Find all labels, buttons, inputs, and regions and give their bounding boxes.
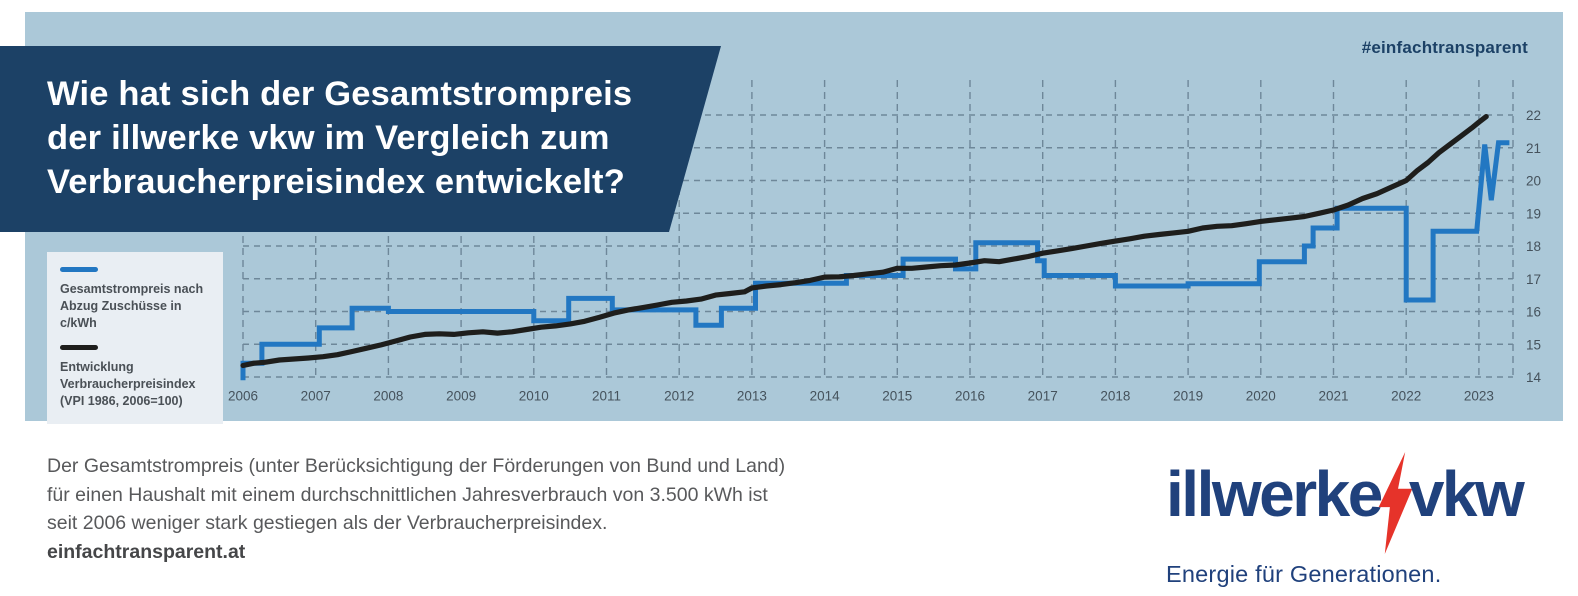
series-line-vpi <box>240 113 1489 369</box>
legend-label-strompreis: Gesamtstrompreis nach Abzug Zuschüsse in… <box>60 282 204 330</box>
x-axis-tick-label: 2011 <box>592 389 621 404</box>
y-axis-tick-label: 14 <box>1526 370 1542 385</box>
legend-swatch-vpi <box>60 345 98 350</box>
x-axis-tick-label: 2013 <box>737 389 767 404</box>
x-axis-tick-label: 2018 <box>1100 389 1130 404</box>
y-axis-tick-label: 21 <box>1526 141 1541 156</box>
title-line-2: der illwerke vkw im Vergleich zum <box>47 119 610 157</box>
logo-word-vkw: vkw <box>1408 458 1525 530</box>
x-axis-tick-label: 2020 <box>1246 389 1276 404</box>
x-axis-tick-label: 2021 <box>1318 389 1348 404</box>
x-axis-tick-label: 2015 <box>882 389 912 404</box>
logo-word-illwerke: illwerke <box>1166 458 1383 530</box>
y-axis-tick-label: 16 <box>1526 305 1541 320</box>
y-axis-tick-label: 17 <box>1526 272 1541 287</box>
title-line-3: Verbraucherpreisindex entwickelt? <box>47 163 625 201</box>
footer-line-2: für einen Haushalt mit einem durchschnit… <box>47 483 768 506</box>
x-axis-tick-label: 2014 <box>810 389 841 404</box>
y-axis-tick-label: 18 <box>1526 239 1541 254</box>
x-axis-tick-label: 2016 <box>955 389 985 404</box>
y-axis-tick-label: 20 <box>1526 174 1541 189</box>
y-axis-tick-label: 15 <box>1526 337 1541 352</box>
hashtag-einfachtransparent: #einfachtransparent <box>1361 38 1528 57</box>
footer-description: Der Gesamtstrompreis (unter Berücksichti… <box>47 452 785 566</box>
x-axis-tick-label: 2007 <box>301 389 331 404</box>
y-axis-tick-label: 22 <box>1526 108 1541 123</box>
footer-website: einfachtransparent.at <box>47 540 246 563</box>
illwerke-vkw-logo: illwerke vkw Energie für Generationen. <box>1166 452 1525 588</box>
x-axis-tick-label: 2009 <box>446 389 476 404</box>
title-box: Wie hat sich der Gesamtstrompreis der il… <box>0 46 721 232</box>
x-axis-tick-label: 2017 <box>1028 389 1058 404</box>
title-line-1: Wie hat sich der Gesamtstrompreis <box>47 75 633 113</box>
x-axis-tick-label: 2023 <box>1464 389 1494 404</box>
logo-wordmark: illwerke vkw <box>1166 452 1525 559</box>
page-title: Wie hat sich der Gesamtstrompreis der il… <box>0 46 721 204</box>
x-axis-tick-label: 2022 <box>1391 389 1421 404</box>
legend-swatch-strompreis <box>60 267 98 272</box>
x-axis-tick-label: 2012 <box>664 389 694 404</box>
x-axis-tick-label: 2008 <box>373 389 403 404</box>
x-axis-tick-label: 2010 <box>519 389 549 404</box>
legend-spacer <box>60 332 211 345</box>
footer-line-1: Der Gesamtstrompreis (unter Berücksichti… <box>47 455 786 477</box>
footer-line-3: seit 2006 weniger stark gestiegen als de… <box>47 512 608 534</box>
chart-legend: Gesamtstrompreis nach Abzug Zuschüsse in… <box>47 252 223 424</box>
x-axis-tick-label: 2006 <box>228 389 258 404</box>
x-axis-tick-label: 2019 <box>1173 389 1203 404</box>
y-axis-tick-label: 19 <box>1526 206 1541 221</box>
legend-label-vpi: Entwicklung Verbraucherpreisindex (VPI 1… <box>60 360 196 408</box>
lightning-bolt-icon <box>1378 452 1414 559</box>
logo-tagline: Energie für Generationen. <box>1166 561 1442 587</box>
